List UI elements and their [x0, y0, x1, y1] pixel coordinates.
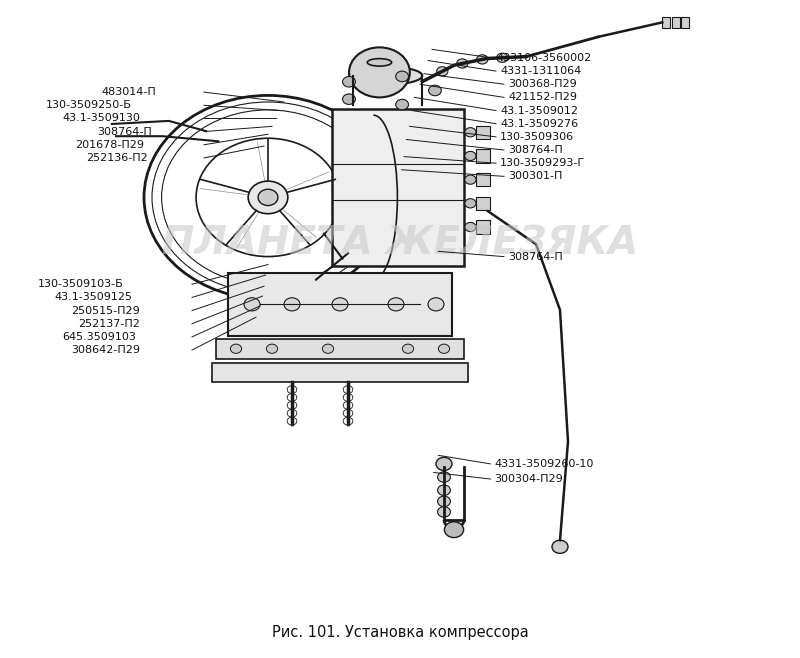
- Text: 201678-П29: 201678-П29: [75, 139, 144, 150]
- Circle shape: [465, 128, 476, 137]
- Text: 43.1-3509130: 43.1-3509130: [62, 113, 140, 124]
- Text: 252137-П2: 252137-П2: [78, 318, 140, 329]
- Text: 4331-3509260-10: 4331-3509260-10: [494, 459, 594, 469]
- Circle shape: [438, 485, 450, 495]
- Text: 300301-П: 300301-П: [508, 171, 562, 182]
- Text: 130-3509250-Б: 130-3509250-Б: [46, 100, 132, 111]
- Text: 250515-П29: 250515-П29: [71, 305, 140, 316]
- Text: 4331-1311064: 4331-1311064: [500, 66, 582, 76]
- Text: 130-3509103-Б: 130-3509103-Б: [38, 279, 124, 290]
- Text: 300304-П29: 300304-П29: [494, 474, 563, 484]
- Text: 130-3509293-Г: 130-3509293-Г: [500, 158, 585, 168]
- Circle shape: [438, 496, 450, 507]
- Circle shape: [465, 222, 476, 232]
- Circle shape: [437, 66, 448, 76]
- Circle shape: [342, 94, 355, 105]
- Circle shape: [284, 297, 300, 311]
- Circle shape: [248, 181, 288, 214]
- Text: 308764-П: 308764-П: [98, 126, 152, 137]
- Circle shape: [230, 344, 242, 353]
- Circle shape: [396, 71, 409, 82]
- Bar: [212, 363, 468, 382]
- Text: 308764-П: 308764-П: [508, 251, 562, 262]
- Text: 130-3509306: 130-3509306: [500, 132, 574, 142]
- Circle shape: [396, 99, 409, 110]
- Bar: [332, 109, 464, 266]
- Bar: [228, 273, 452, 336]
- Circle shape: [465, 175, 476, 184]
- Circle shape: [342, 76, 355, 87]
- Text: 308764-П: 308764-П: [508, 145, 562, 155]
- Bar: [476, 220, 490, 234]
- Text: 43.1-3509012: 43.1-3509012: [500, 105, 578, 116]
- Text: 43.1-3509276: 43.1-3509276: [500, 118, 578, 129]
- Text: ПЛАНЕТА ЖЕЛЕЗЯКА: ПЛАНЕТА ЖЕЛЕЗЯКА: [162, 224, 638, 263]
- Text: 252136-П2: 252136-П2: [86, 153, 148, 163]
- Bar: [476, 197, 490, 210]
- Circle shape: [438, 344, 450, 353]
- Text: 308642-П29: 308642-П29: [71, 345, 140, 355]
- Bar: [672, 17, 680, 28]
- Bar: [476, 173, 490, 186]
- Circle shape: [244, 297, 260, 311]
- Text: 421152-П29: 421152-П29: [508, 92, 577, 103]
- Text: 483014-П: 483014-П: [102, 87, 156, 97]
- Bar: [476, 126, 490, 139]
- Circle shape: [497, 53, 508, 63]
- Circle shape: [436, 457, 452, 470]
- Circle shape: [552, 540, 568, 553]
- Bar: [476, 149, 490, 163]
- Circle shape: [438, 507, 450, 517]
- Circle shape: [438, 472, 450, 482]
- Text: 43.1-3509125: 43.1-3509125: [54, 292, 132, 303]
- Circle shape: [332, 297, 348, 311]
- Bar: [682, 17, 690, 28]
- Bar: [216, 339, 464, 359]
- Circle shape: [429, 86, 442, 96]
- Circle shape: [465, 151, 476, 161]
- Text: 300368-П29: 300368-П29: [508, 79, 577, 89]
- Ellipse shape: [367, 59, 392, 66]
- Circle shape: [457, 59, 468, 68]
- Text: 433106-3560002: 433106-3560002: [496, 53, 591, 63]
- Circle shape: [428, 297, 444, 311]
- Circle shape: [349, 47, 410, 97]
- Ellipse shape: [353, 66, 422, 84]
- Bar: [662, 17, 670, 28]
- Circle shape: [322, 344, 334, 353]
- Circle shape: [465, 199, 476, 208]
- Circle shape: [444, 522, 463, 538]
- Circle shape: [402, 344, 414, 353]
- Text: 645.3509103: 645.3509103: [62, 332, 136, 342]
- Text: Рис. 101. Установка компрессора: Рис. 101. Установка компрессора: [272, 626, 528, 640]
- Circle shape: [258, 190, 278, 205]
- Circle shape: [477, 55, 488, 64]
- Circle shape: [388, 297, 404, 311]
- Circle shape: [266, 344, 278, 353]
